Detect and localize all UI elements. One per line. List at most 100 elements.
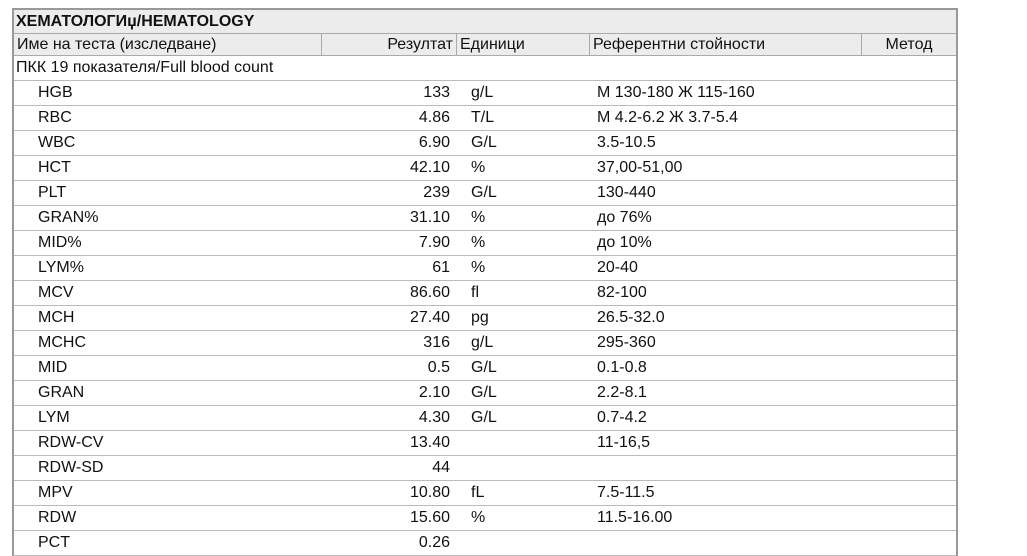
table-row: MID 0.5 G/L 0.1-0.8 <box>14 356 956 381</box>
test-reference: 82-100 <box>597 284 647 301</box>
table-row: GRAN% 31.10% до 76% <box>14 206 956 231</box>
test-result: 2.10 <box>418 384 450 401</box>
table-row: RDW 15.60% 11.5-16.00 <box>14 506 956 531</box>
test-result: 27.40 <box>409 309 450 326</box>
test-units: G/L <box>471 184 497 201</box>
test-units: fl <box>471 284 479 301</box>
test-units <box>457 456 590 480</box>
test-result: 0.26 <box>418 534 450 551</box>
header-method: Метод <box>885 36 933 53</box>
test-result: 10.80 <box>409 484 450 501</box>
test-method <box>862 156 956 180</box>
test-reference: 11-16,5 <box>597 434 651 451</box>
test-result: 86.60 <box>409 284 450 301</box>
test-units: g/L <box>471 84 494 101</box>
test-method <box>862 381 956 405</box>
test-method <box>862 331 956 355</box>
test-method <box>862 206 956 230</box>
test-reference: 3.5-10.5 <box>597 134 656 151</box>
section-title: ХЕМАТОЛОГИџ/HEMATOLOGY <box>14 8 956 34</box>
test-units: % <box>471 234 486 251</box>
table-row: MPV 10.80 fL 7.5-11.5 <box>14 481 956 506</box>
header-name: Име на теста (изследване) <box>14 34 322 55</box>
test-result: 4.30 <box>418 409 450 426</box>
test-units <box>457 431 590 455</box>
test-name: GRAN <box>38 384 85 401</box>
test-result: 44 <box>432 459 450 476</box>
test-reference: 26.5-32.0 <box>597 309 665 326</box>
test-units: G/L <box>471 359 497 376</box>
test-method <box>862 306 956 330</box>
test-method <box>862 531 956 555</box>
table-row: MCH 27.40 pg 26.5-32.0 <box>14 306 956 331</box>
table-row: WBC 6.90 G/L 3.5-10.5 <box>14 131 956 156</box>
test-method <box>862 81 956 105</box>
header-result: Резултат <box>322 34 457 55</box>
table-row: LYM 4.30 G/L 0.7-4.2 <box>14 406 956 431</box>
test-method <box>862 456 956 480</box>
test-units: fL <box>471 484 485 501</box>
test-method <box>862 181 956 205</box>
test-reference: до 10% <box>597 234 652 251</box>
test-result: 13.40 <box>409 434 450 451</box>
test-name: LYM <box>38 409 70 426</box>
test-reference <box>590 456 862 480</box>
test-reference: 130-440 <box>597 184 656 201</box>
test-method <box>862 431 956 455</box>
test-reference: 7.5-11.5 <box>597 484 655 501</box>
test-reference: 295-360 <box>597 334 656 351</box>
test-units: % <box>471 159 486 176</box>
test-name: RDW-SD <box>38 459 104 476</box>
table-row: RDW-CV 13.40 11-16,5 <box>14 431 956 456</box>
test-units: % <box>471 209 486 226</box>
test-name: HGB <box>38 84 73 101</box>
test-name: WBC <box>38 134 76 151</box>
table-row: PCT 0.26 <box>14 531 956 556</box>
test-name: MID% <box>38 234 82 251</box>
test-result: 31.10 <box>409 209 450 226</box>
test-result: 133 <box>423 84 450 101</box>
header-units: Единици <box>457 34 590 55</box>
test-reference: до 76% <box>597 209 652 226</box>
test-name: MPV <box>38 484 73 501</box>
test-method <box>862 506 956 530</box>
test-units: pg <box>471 309 489 326</box>
test-reference: 37,00-51,00 <box>597 159 683 176</box>
test-name: RDW-CV <box>38 434 104 451</box>
test-result: 7.90 <box>418 234 450 251</box>
test-units: G/L <box>471 384 497 401</box>
test-method <box>862 356 956 380</box>
test-reference: M 130-180 Ж 115-160 <box>597 84 755 101</box>
table-row: PLT 239 G/L 130-440 <box>14 181 956 206</box>
table-row: LYM% 61% 20-40 <box>14 256 956 281</box>
test-reference: 11.5-16.00 <box>597 509 673 526</box>
table-row: MCV 86.60 fl 82-100 <box>14 281 956 306</box>
test-result: 42.10 <box>409 159 450 176</box>
test-name: PCT <box>38 534 70 551</box>
table-row: RBC 4.86 T/L M 4.2-6.2 Ж 3.7-5.4 <box>14 106 956 131</box>
test-name: MID <box>38 359 68 376</box>
test-result: 0.5 <box>427 359 450 376</box>
test-name: MCH <box>38 309 75 326</box>
test-name: MCHC <box>38 334 86 351</box>
header-reference: Референтни стойности <box>590 34 862 55</box>
test-name: RDW <box>38 509 77 526</box>
test-result: 239 <box>423 184 450 201</box>
table-row: GRAN 2.10 G/L 2.2-8.1 <box>14 381 956 406</box>
test-method <box>862 406 956 430</box>
table-row: MID% 7.90% до 10% <box>14 231 956 256</box>
test-result: 6.90 <box>418 134 450 151</box>
test-method <box>862 231 956 255</box>
test-units: g/L <box>471 334 494 351</box>
table-row: MCHC 316 g/L 295-360 <box>14 331 956 356</box>
test-reference: 20-40 <box>597 259 638 276</box>
test-reference: M 4.2-6.2 Ж 3.7-5.4 <box>597 109 739 126</box>
test-result: 4.86 <box>418 109 450 126</box>
test-reference: 2.2-8.1 <box>597 384 647 401</box>
test-method <box>862 281 956 305</box>
test-method <box>862 106 956 130</box>
test-units: G/L <box>471 409 497 426</box>
test-reference <box>590 531 862 555</box>
test-units: G/L <box>471 134 497 151</box>
hematology-table: ХЕМАТОЛОГИџ/HEMATOLOGY Име на теста (изс… <box>12 8 958 556</box>
